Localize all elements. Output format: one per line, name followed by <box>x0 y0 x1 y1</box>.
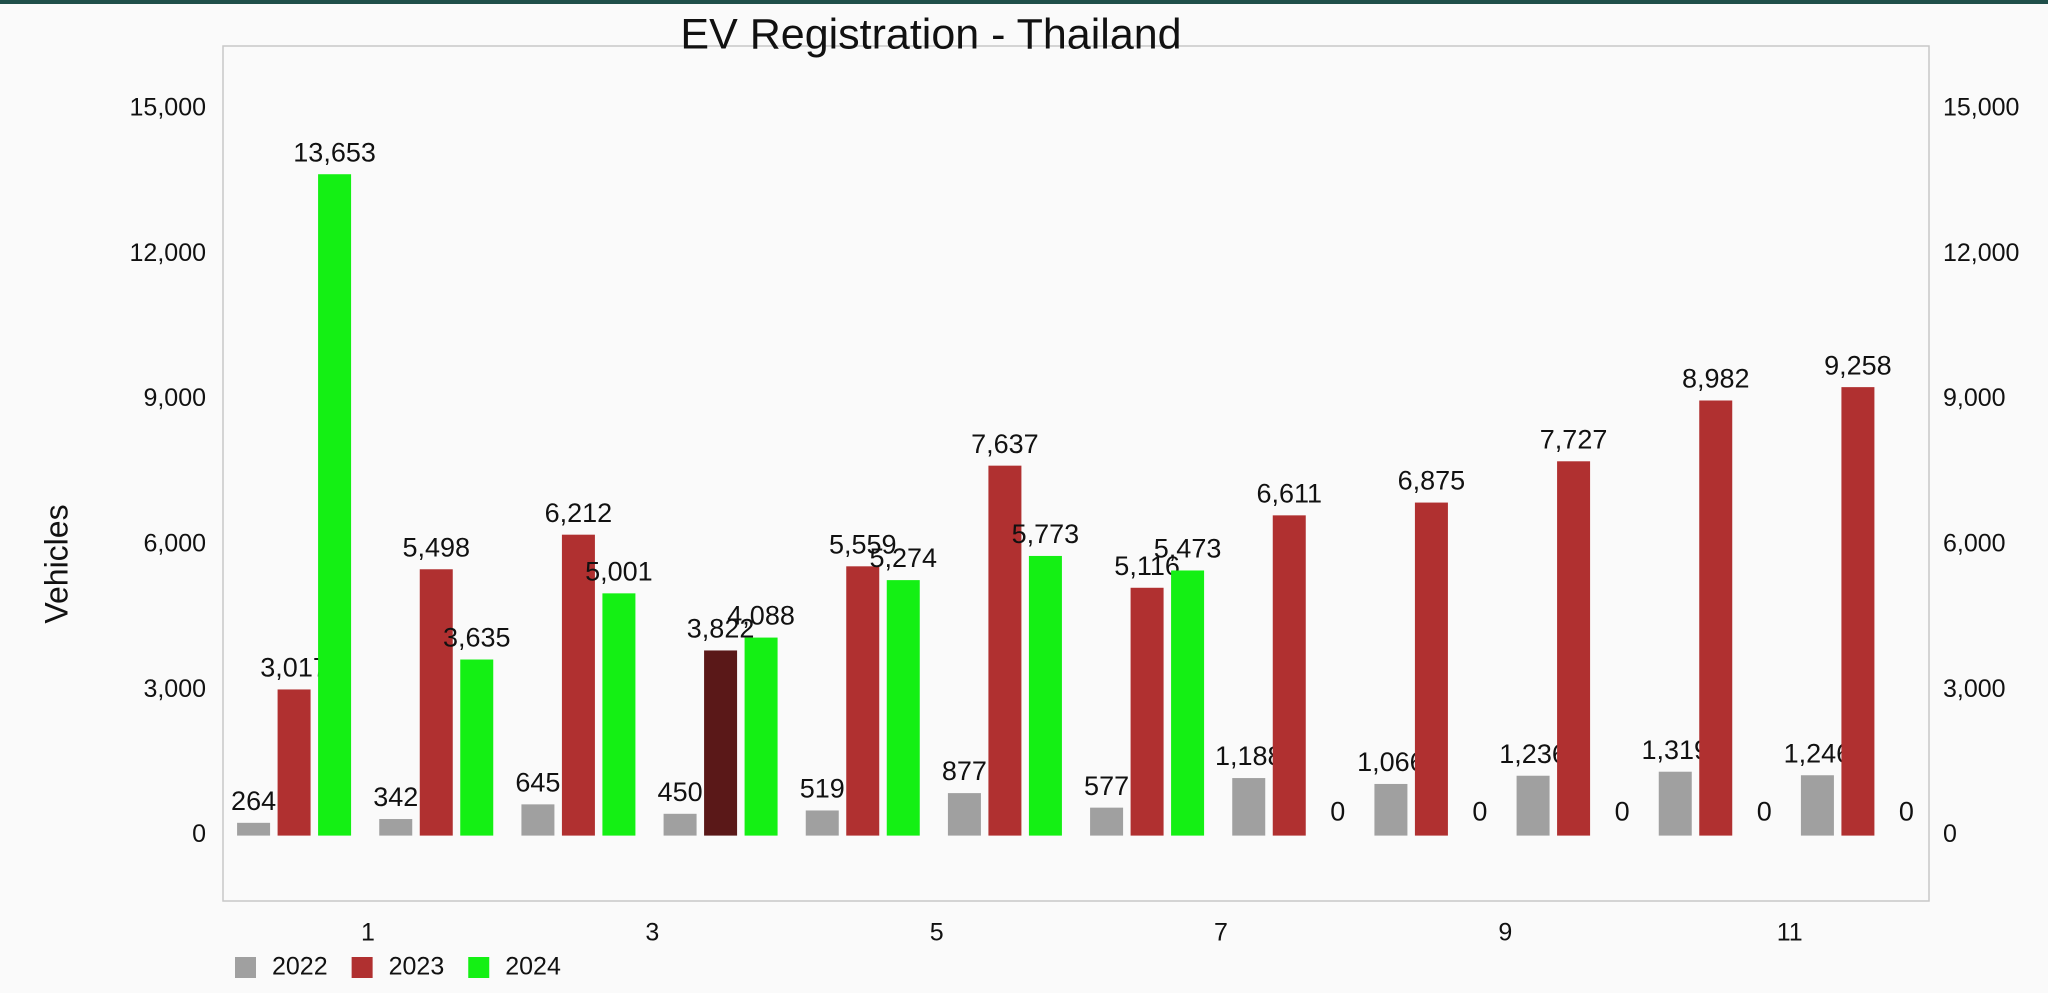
legend-label: 2023 <box>389 953 445 981</box>
data-label: 877 <box>942 756 987 786</box>
bar <box>1090 807 1124 836</box>
data-label: 0 <box>1472 797 1487 827</box>
legend-swatch <box>351 957 373 978</box>
legend-label: 2022 <box>272 953 328 981</box>
data-label: 577 <box>1084 771 1129 801</box>
bar <box>947 793 981 836</box>
x-tick-label: 5 <box>930 919 944 947</box>
legend-label: 2024 <box>505 953 561 981</box>
bar <box>1272 515 1306 836</box>
bar <box>1171 570 1205 836</box>
chart-title: EV Registration - Thailand <box>680 10 1181 58</box>
bar <box>988 465 1022 836</box>
data-label: 6,212 <box>545 498 613 528</box>
top-border <box>0 0 2048 4</box>
bar <box>318 174 352 836</box>
y2-tick-label: 12,000 <box>1943 239 2019 267</box>
bar <box>237 822 271 836</box>
bar <box>744 637 778 836</box>
data-label: 5,001 <box>585 556 653 586</box>
data-label: 1,319 <box>1641 735 1709 765</box>
bar <box>379 819 413 836</box>
data-label: 1,188 <box>1215 741 1283 771</box>
data-label: 4,088 <box>727 601 795 631</box>
data-label: 0 <box>1330 797 1345 827</box>
data-label: 3,635 <box>443 623 511 653</box>
bar <box>846 566 880 836</box>
bar <box>460 659 494 836</box>
data-label: 0 <box>1757 797 1772 827</box>
y2-tick-label: 15,000 <box>1943 94 2019 122</box>
bar <box>1557 461 1591 836</box>
y2-tick-label: 3,000 <box>1943 675 2006 703</box>
bar <box>1800 775 1834 836</box>
x-tick-label: 11 <box>1777 919 1803 947</box>
legend-swatch <box>468 957 490 978</box>
y-tick-label: 12,000 <box>130 239 206 267</box>
y2-tick-label: 0 <box>1943 820 1957 848</box>
bar <box>419 569 453 836</box>
data-label: 0 <box>1899 797 1914 827</box>
bar <box>663 813 697 836</box>
data-label: 7,727 <box>1540 424 1608 454</box>
data-label: 1,246 <box>1784 738 1852 768</box>
bar <box>1374 783 1408 836</box>
data-label: 5,559 <box>829 529 897 559</box>
y-tick-label: 15,000 <box>130 94 206 122</box>
bar <box>1130 587 1164 836</box>
x-tick-label: 7 <box>1214 919 1228 947</box>
x-tick-label: 9 <box>1498 919 1512 947</box>
data-label: 5,116 <box>1114 551 1180 581</box>
bar <box>704 650 738 836</box>
bar <box>886 580 920 836</box>
data-label: 1,236 <box>1499 739 1567 769</box>
y-tick-label: 0 <box>192 820 206 848</box>
data-label: 13,653 <box>293 137 376 167</box>
legend-swatch <box>235 957 256 978</box>
bar <box>521 804 555 836</box>
y-tick-label: 9,000 <box>143 384 206 412</box>
data-label: 6,875 <box>1398 466 1466 496</box>
y-tick-label: 6,000 <box>143 530 206 558</box>
bar <box>1658 771 1692 836</box>
bar <box>1232 778 1266 836</box>
data-label: 3,017 <box>260 653 328 683</box>
bar <box>1516 775 1550 836</box>
bar <box>561 534 595 836</box>
data-label: 5,498 <box>402 532 470 562</box>
data-label: 5,274 <box>869 543 937 573</box>
x-tick-label: 1 <box>361 919 375 947</box>
plot-frame <box>222 45 1930 902</box>
data-label: 645 <box>515 767 560 797</box>
x-tick-label: 3 <box>645 919 659 947</box>
data-label: 450 <box>658 777 703 807</box>
data-label: 342 <box>373 782 418 812</box>
data-label: 8,982 <box>1682 364 1750 394</box>
data-label: 3,822 <box>687 614 755 644</box>
bar <box>1699 400 1733 836</box>
y-axis-title: Vehicles <box>38 504 74 623</box>
bar <box>277 689 311 836</box>
data-label: 6,611 <box>1256 478 1322 508</box>
data-label: 5,773 <box>1012 519 1080 549</box>
data-label: 7,637 <box>971 429 1039 459</box>
data-label: 519 <box>800 774 845 804</box>
y2-tick-label: 6,000 <box>1943 530 2006 558</box>
data-label: 9,258 <box>1824 350 1892 380</box>
bar <box>1414 502 1448 836</box>
y-tick-label: 3,000 <box>143 675 206 703</box>
y2-tick-label: 9,000 <box>1943 384 2006 412</box>
bar <box>1028 555 1062 836</box>
data-label: 264 <box>231 786 276 816</box>
bar <box>805 810 839 836</box>
data-label: 5,473 <box>1154 534 1222 564</box>
bar <box>1841 387 1875 836</box>
data-label: 1,066 <box>1357 747 1425 777</box>
data-label: 0 <box>1615 797 1630 827</box>
bar <box>602 593 636 836</box>
